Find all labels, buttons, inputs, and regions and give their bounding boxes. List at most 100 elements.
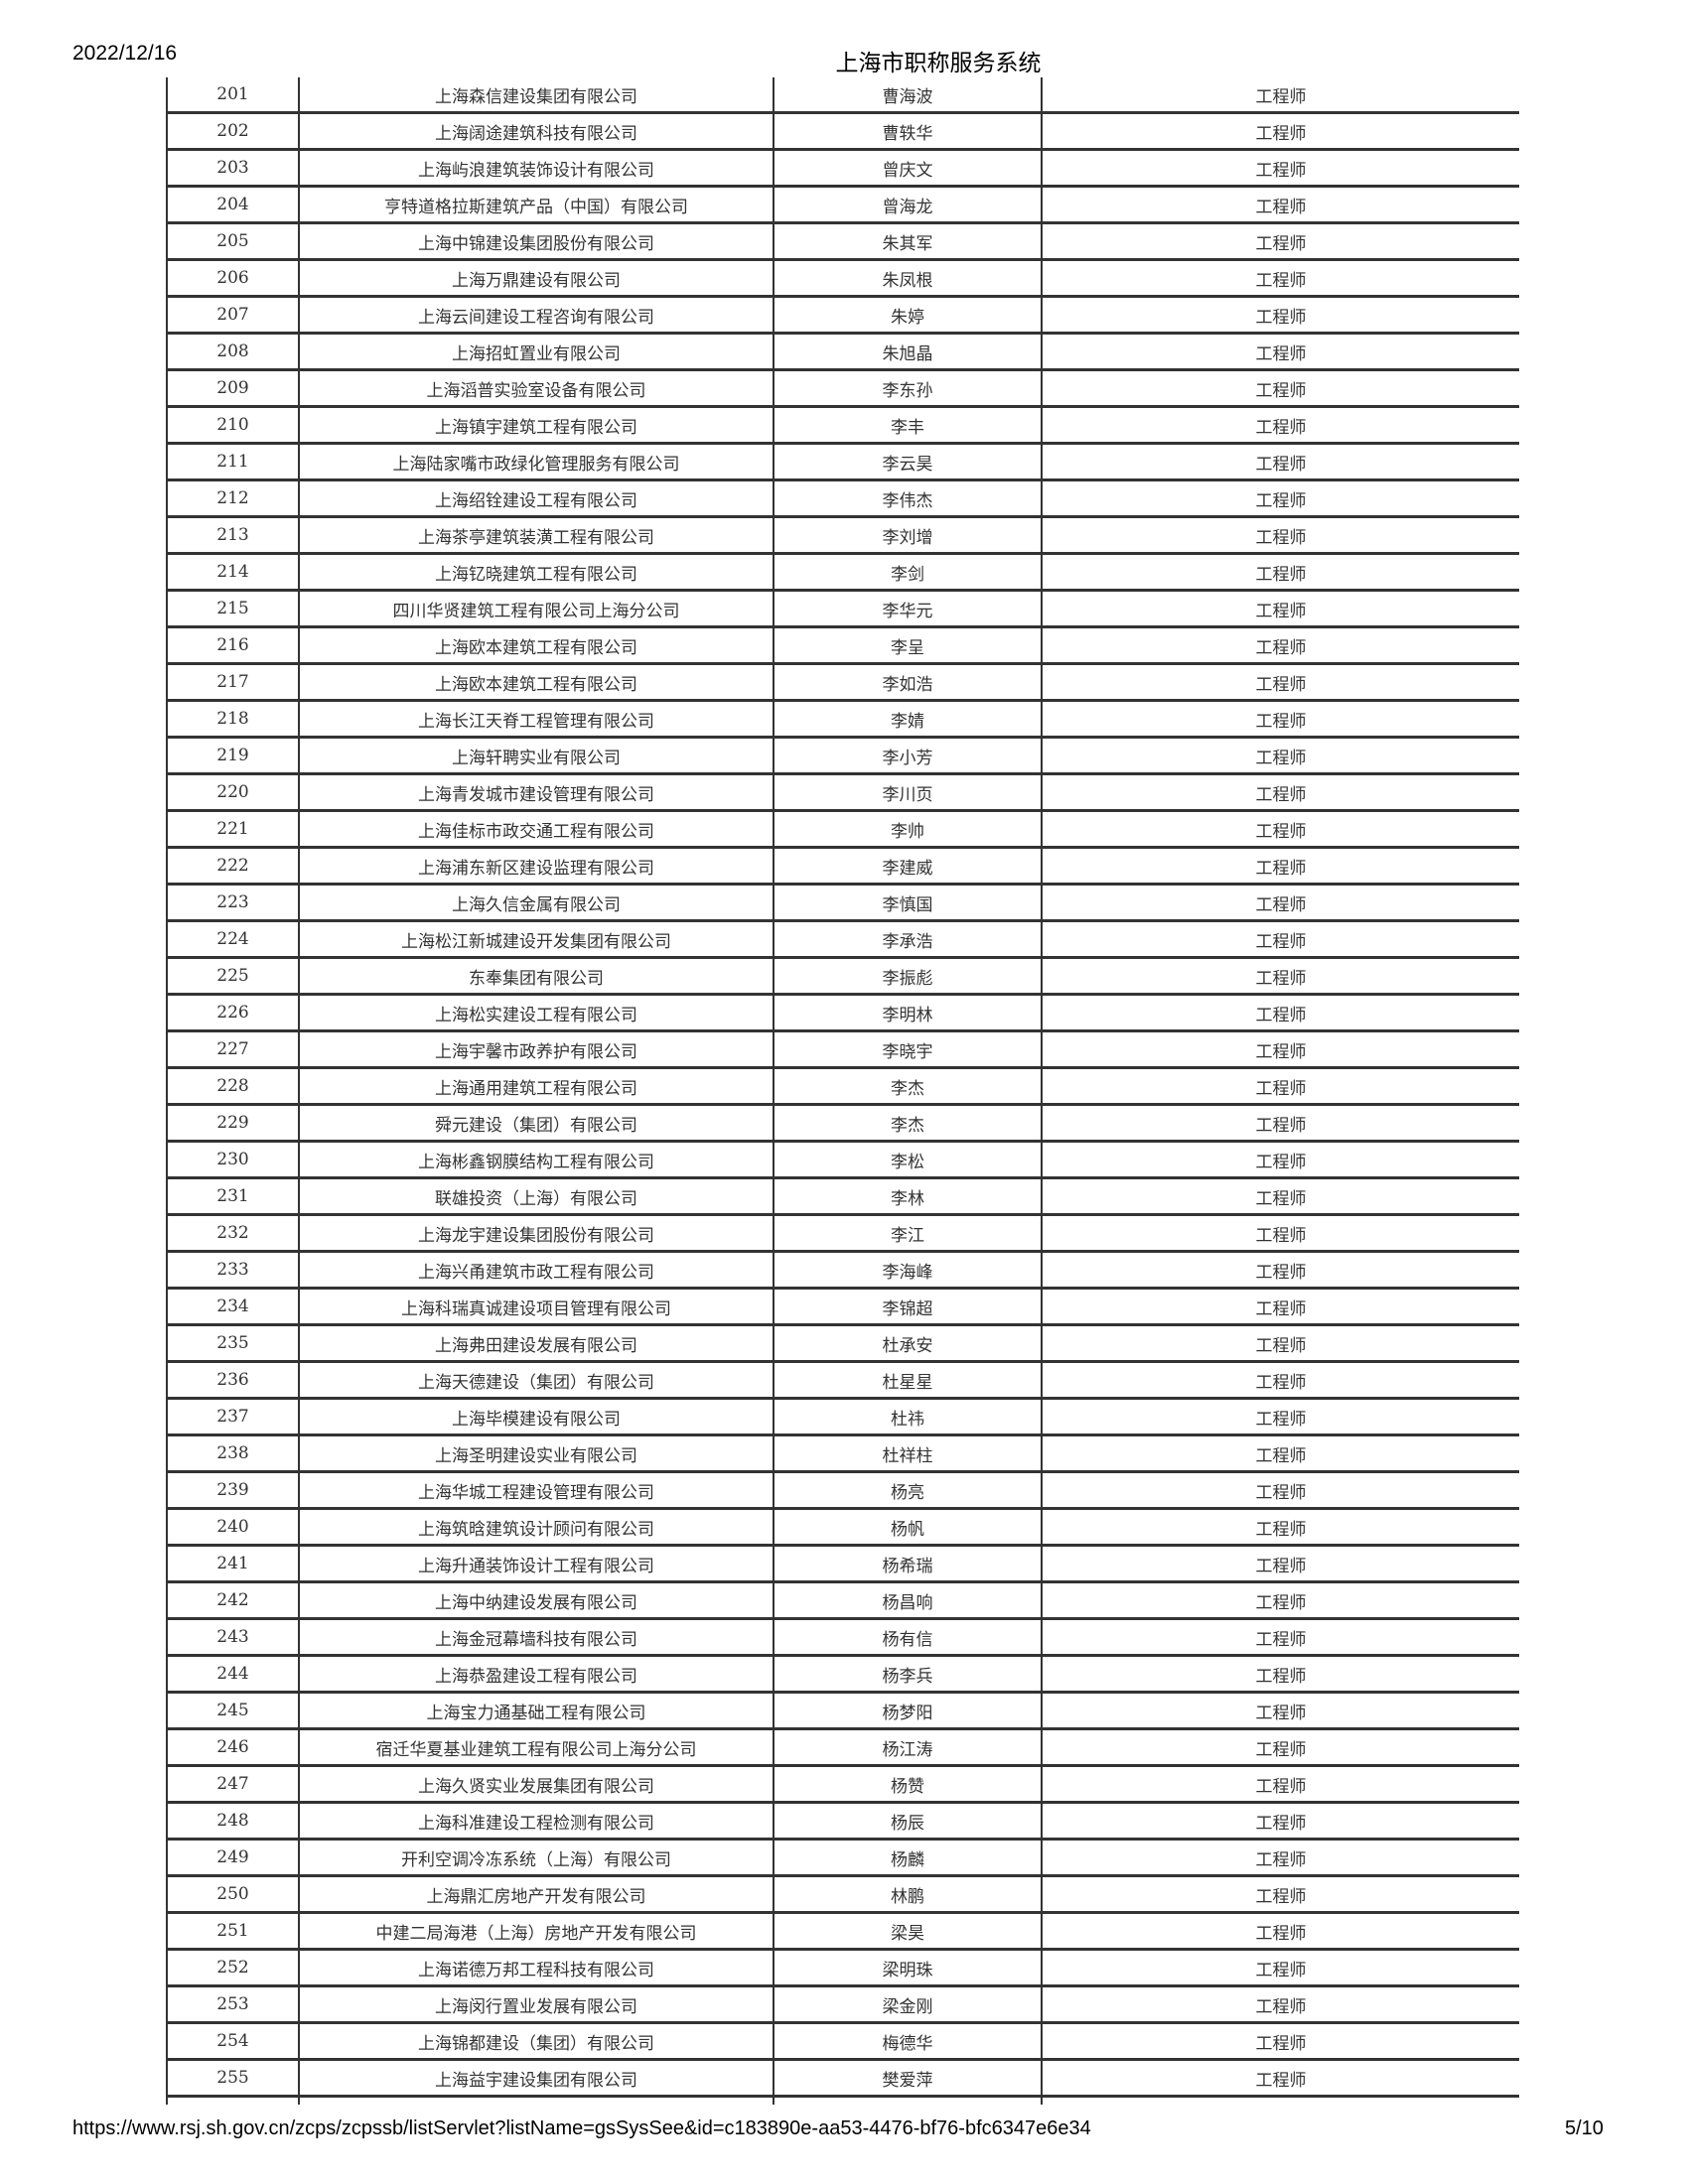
table-row: 202 上海阔途建筑科技有限公司 曹轶华 工程师 <box>166 112 1519 151</box>
title-level: 工程师 <box>1041 1912 1519 1951</box>
table-row-partial <box>166 2096 1519 2105</box>
title-level: 工程师 <box>1041 737 1519 775</box>
table-row: 246 宿迁华夏基业建筑工程有限公司上海分公司 杨江涛 工程师 <box>166 1728 1519 1767</box>
table-row: 204 亨特道格拉斯建筑产品（中国）有限公司 曾海龙 工程师 <box>166 186 1519 224</box>
table-row: 225 东奉集团有限公司 李振彪 工程师 <box>166 957 1519 996</box>
person-name: 朱婷 <box>773 296 1043 335</box>
title-level: 工程师 <box>1041 259 1519 298</box>
title-level: 工程师 <box>1041 1471 1519 1510</box>
table-row: 236 上海天德建设（集团）有限公司 杜星星 工程师 <box>166 1361 1519 1400</box>
person-name: 杨希瑞 <box>773 1545 1043 1583</box>
row-number: 234 <box>166 1288 300 1326</box>
row-number: 253 <box>166 1985 300 2024</box>
row-number: 235 <box>166 1324 300 1363</box>
title-level: 工程师 <box>1041 1765 1519 1804</box>
table-row: 244 上海恭盈建设工程有限公司 杨李兵 工程师 <box>166 1655 1519 1694</box>
person-name: 李林 <box>773 1177 1043 1216</box>
person-name: 李杰 <box>773 1104 1043 1143</box>
title-level: 工程师 <box>1041 1949 1519 1987</box>
table-row: 228 上海通用建筑工程有限公司 李杰 工程师 <box>166 1067 1519 1106</box>
title-level: 工程师 <box>1041 1214 1519 1253</box>
row-number: 212 <box>166 479 300 518</box>
company-name: 上海陆家嘴市政绿化管理服务有限公司 <box>298 443 774 481</box>
title-level: 工程师 <box>1041 1692 1519 1730</box>
row-number: 239 <box>166 1471 300 1510</box>
person-name: 李呈 <box>773 626 1043 665</box>
person-name: 杨梦阳 <box>773 1692 1043 1730</box>
title-level: 工程师 <box>1041 1655 1519 1694</box>
person-name: 梁昊 <box>773 1912 1043 1951</box>
title-level: 工程师 <box>1041 296 1519 335</box>
empty-cell <box>298 2096 774 2105</box>
table-row: 216 上海欧本建筑工程有限公司 李呈 工程师 <box>166 626 1519 665</box>
row-number: 214 <box>166 553 300 592</box>
person-name: 梁金刚 <box>773 1985 1043 2024</box>
results-table-container: 201 上海森信建设集团有限公司 曹海波 工程师 202 上海阔途建筑科技有限公司 曹轶华工… <box>166 77 1519 2105</box>
title-level: 工程师 <box>1041 1839 1519 1877</box>
person-name: 曾庆文 <box>773 149 1043 188</box>
table-row: 208 上海招虹置业有限公司 朱旭晶 工程师 <box>166 333 1519 371</box>
person-name: 杜祎 <box>773 1398 1043 1436</box>
title-level: 工程师 <box>1041 1618 1519 1657</box>
person-name: 李川页 <box>773 773 1043 812</box>
table-row: 247 上海久贤实业发展集团有限公司 杨赞 工程师 <box>166 1765 1519 1804</box>
row-number: 222 <box>166 847 300 886</box>
row-number: 241 <box>166 1545 300 1583</box>
person-name: 朱凤根 <box>773 259 1043 298</box>
table-row: 232 上海龙宇建设集团股份有限公司 李江 工程师 <box>166 1214 1519 1253</box>
table-row: 213 上海茶亭建筑装潢工程有限公司 李刘增 工程师 <box>166 516 1519 555</box>
company-name: 上海浦东新区建设监理有限公司 <box>298 847 774 886</box>
person-name: 曹海波 <box>773 77 1043 114</box>
person-name: 李刘增 <box>773 516 1043 555</box>
row-number: 245 <box>166 1692 300 1730</box>
row-number: 243 <box>166 1618 300 1657</box>
company-name: 四川华贤建筑工程有限公司上海分公司 <box>298 590 774 628</box>
company-name: 上海松实建设工程有限公司 <box>298 994 774 1032</box>
row-number: 226 <box>166 994 300 1032</box>
company-name: 上海锦都建设（集团）有限公司 <box>298 2022 774 2061</box>
table-row: 242 上海中纳建设发展有限公司 杨昌响 工程师 <box>166 1581 1519 1620</box>
row-number: 201 <box>166 77 300 114</box>
company-name: 上海屿浪建筑装饰设计有限公司 <box>298 149 774 188</box>
title-level: 工程师 <box>1041 222 1519 261</box>
person-name: 李慎国 <box>773 884 1043 922</box>
title-level: 工程师 <box>1041 1104 1519 1143</box>
company-name: 上海诺德万邦工程科技有限公司 <box>298 1949 774 1987</box>
title-level: 工程师 <box>1041 333 1519 371</box>
row-number: 227 <box>166 1030 300 1069</box>
title-level: 工程师 <box>1041 957 1519 996</box>
title-level: 工程师 <box>1041 590 1519 628</box>
table-row: 243 上海金冠幕墙科技有限公司 杨有信 工程师 <box>166 1618 1519 1657</box>
person-name: 杨赞 <box>773 1765 1043 1804</box>
row-number: 230 <box>166 1141 300 1179</box>
results-table-body: 201 上海森信建设集团有限公司 曹海波 工程师 202 上海阔途建筑科技有限公司 曹轶华工… <box>166 77 1519 2105</box>
company-name: 东奉集团有限公司 <box>298 957 774 996</box>
title-level: 工程师 <box>1041 1361 1519 1400</box>
person-name: 梁明珠 <box>773 1949 1043 1987</box>
person-name: 李松 <box>773 1141 1043 1179</box>
title-level: 工程师 <box>1041 1141 1519 1179</box>
person-name: 曹轶华 <box>773 112 1043 151</box>
row-number: 254 <box>166 2022 300 2061</box>
company-name: 上海兴甬建筑市政工程有限公司 <box>298 1251 774 1290</box>
row-number: 238 <box>166 1434 300 1473</box>
table-row: 231 联雄投资（上海）有限公司 李林 工程师 <box>166 1177 1519 1216</box>
title-level: 工程师 <box>1041 77 1519 114</box>
title-level: 工程师 <box>1041 626 1519 665</box>
company-name: 上海青发城市建设管理有限公司 <box>298 773 774 812</box>
title-level: 工程师 <box>1041 663 1519 702</box>
table-row: 230 上海彬鑫钢膜结构工程有限公司 李松 工程师 <box>166 1141 1519 1179</box>
company-name: 中建二局海港（上海）房地产开发有限公司 <box>298 1912 774 1951</box>
person-name: 李华元 <box>773 590 1043 628</box>
row-number: 203 <box>166 149 300 188</box>
row-number: 202 <box>166 112 300 151</box>
table-row: 233 上海兴甬建筑市政工程有限公司 李海峰 工程师 <box>166 1251 1519 1290</box>
title-level: 工程师 <box>1041 1434 1519 1473</box>
title-level: 工程师 <box>1041 700 1519 739</box>
row-number: 250 <box>166 1875 300 1914</box>
company-name: 上海鼎汇房地产开发有限公司 <box>298 1875 774 1914</box>
title-level: 工程师 <box>1041 1985 1519 2024</box>
person-name: 李帅 <box>773 810 1043 849</box>
person-name: 李剑 <box>773 553 1043 592</box>
company-name: 上海中锦建设集团股份有限公司 <box>298 222 774 261</box>
